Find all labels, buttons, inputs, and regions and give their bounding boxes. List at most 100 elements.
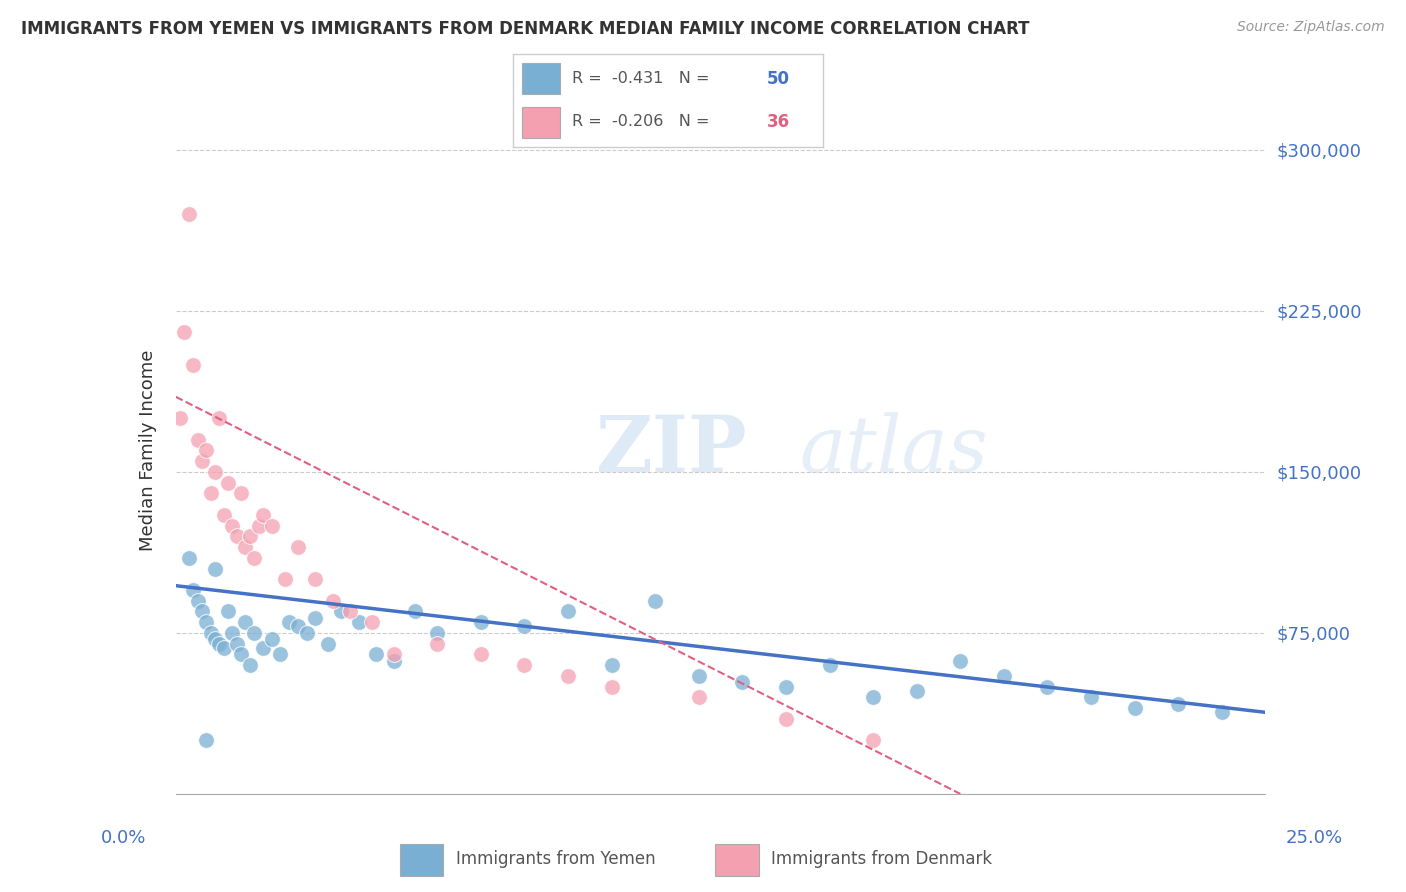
Point — [200, 626, 222, 640]
Point — [1080, 690, 1102, 705]
Point — [295, 626, 318, 640]
Point — [186, 593, 209, 607]
Point — [905, 683, 928, 698]
Point — [557, 604, 579, 618]
Text: R =  -0.431   N =: R = -0.431 N = — [572, 71, 714, 87]
Point — [426, 637, 449, 651]
Text: atlas: atlas — [799, 412, 988, 489]
Point — [235, 540, 257, 554]
Point — [225, 637, 247, 651]
Point — [231, 648, 253, 662]
Point — [304, 572, 326, 586]
Point — [239, 658, 262, 673]
Point — [330, 604, 353, 618]
Point — [191, 604, 214, 618]
Point — [208, 637, 231, 651]
Point — [177, 550, 200, 565]
Point — [600, 658, 623, 673]
Point — [195, 443, 218, 458]
Point — [993, 669, 1015, 683]
Point — [731, 675, 754, 690]
Text: Source: ZipAtlas.com: Source: ZipAtlas.com — [1237, 20, 1385, 34]
Point — [339, 604, 361, 618]
Text: ZIP: ZIP — [595, 412, 747, 489]
Point — [239, 529, 262, 543]
Point — [557, 669, 579, 683]
Text: 50: 50 — [766, 70, 790, 87]
Point — [513, 658, 536, 673]
Point — [204, 561, 226, 575]
Point — [287, 619, 309, 633]
Point — [818, 658, 841, 673]
Text: 0.0%: 0.0% — [101, 829, 146, 847]
Point — [243, 550, 266, 565]
Text: R =  -0.206   N =: R = -0.206 N = — [572, 114, 714, 129]
Point — [405, 604, 427, 618]
Point — [382, 648, 405, 662]
Point — [260, 632, 283, 647]
Bar — [399, 844, 443, 876]
Point — [862, 733, 884, 747]
Point — [177, 207, 200, 221]
Point — [278, 615, 301, 630]
Point — [1036, 680, 1059, 694]
Point — [169, 411, 191, 425]
Point — [195, 615, 218, 630]
Point — [1167, 697, 1189, 711]
Point — [252, 640, 274, 655]
Point — [775, 712, 797, 726]
Point — [235, 615, 257, 630]
Point — [382, 654, 405, 668]
Point — [513, 619, 536, 633]
Point — [470, 648, 492, 662]
Point — [426, 626, 449, 640]
Point — [1211, 706, 1233, 720]
Point — [200, 486, 222, 500]
Point — [600, 680, 623, 694]
Point — [225, 529, 247, 543]
Text: 25.0%: 25.0% — [1285, 829, 1343, 847]
Point — [217, 475, 239, 490]
Point — [204, 632, 226, 647]
Point — [1123, 701, 1146, 715]
Point — [304, 611, 326, 625]
Point — [186, 433, 209, 447]
Point — [247, 518, 270, 533]
Point — [191, 454, 214, 468]
Point — [221, 518, 243, 533]
Bar — [523, 63, 560, 94]
Point — [221, 626, 243, 640]
Point — [217, 604, 239, 618]
Point — [287, 540, 309, 554]
Point — [688, 690, 710, 705]
Point — [347, 615, 370, 630]
Bar — [716, 844, 759, 876]
Point — [470, 615, 492, 630]
Point — [212, 640, 235, 655]
Point — [252, 508, 274, 522]
Point — [688, 669, 710, 683]
Point — [208, 411, 231, 425]
Text: Immigrants from Denmark: Immigrants from Denmark — [770, 849, 993, 868]
Point — [260, 518, 283, 533]
Point — [231, 486, 253, 500]
Point — [195, 733, 218, 747]
Point — [269, 648, 291, 662]
Point — [243, 626, 266, 640]
Point — [204, 465, 226, 479]
Point — [322, 593, 344, 607]
Point — [318, 637, 340, 651]
Point — [181, 582, 204, 597]
Text: 36: 36 — [766, 113, 790, 131]
Point — [274, 572, 297, 586]
Bar — [523, 107, 560, 138]
Point — [366, 648, 388, 662]
Point — [775, 680, 797, 694]
Point — [360, 615, 382, 630]
Point — [949, 654, 972, 668]
Point — [212, 508, 235, 522]
Y-axis label: Median Family Income: Median Family Income — [139, 350, 157, 551]
Point — [644, 593, 666, 607]
Point — [181, 358, 204, 372]
Point — [862, 690, 884, 705]
